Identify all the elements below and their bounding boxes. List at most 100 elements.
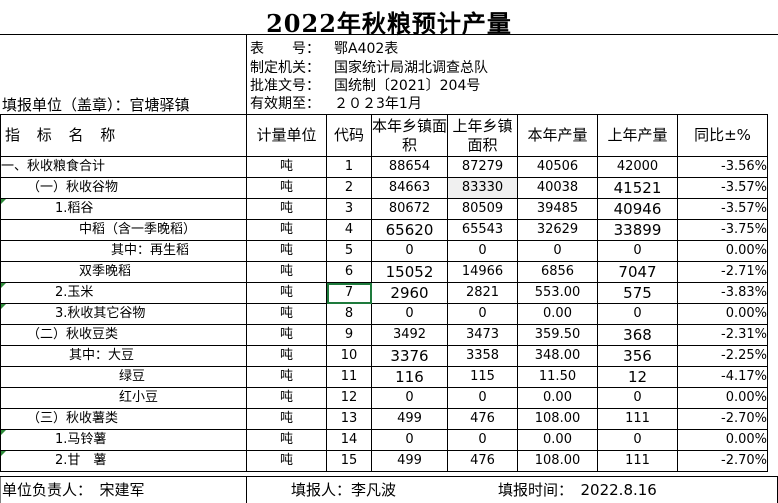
row-prod-this[interactable]: 0.00 [517, 387, 598, 409]
row-prod-last[interactable]: 111 [597, 450, 678, 472]
row-code[interactable]: 13 [326, 408, 372, 430]
row-prod-this[interactable]: 40506 [517, 156, 598, 178]
row-yoy[interactable]: 0.00% [677, 429, 768, 451]
row-area-this[interactable]: 0 [371, 303, 448, 325]
row-area-this[interactable]: 80672 [371, 198, 448, 220]
header-yoy[interactable]: 同比±% [677, 114, 768, 157]
row-unit[interactable]: 吨 [246, 177, 327, 199]
row-yoy[interactable]: -2.25% [677, 345, 768, 367]
header-code[interactable]: 代码 [326, 114, 372, 157]
row-prod-last[interactable]: 0 [597, 240, 678, 262]
row-prod-this[interactable]: 108.00 [517, 408, 598, 430]
row-prod-this[interactable]: 553.00 [517, 282, 598, 304]
row-area-this[interactable]: 84663 [371, 177, 448, 199]
row-code[interactable]: 1 [326, 156, 372, 178]
row-prod-this[interactable]: 39485 [517, 198, 598, 220]
row-area-last[interactable]: 65543 [447, 219, 518, 241]
row-unit[interactable]: 吨 [246, 156, 327, 178]
row-prod-last[interactable]: 42000 [597, 156, 678, 178]
row-area-this[interactable]: 499 [371, 450, 448, 472]
row-yoy[interactable]: -3.75% [677, 219, 768, 241]
row-prod-last[interactable]: 575 [597, 282, 678, 304]
row-area-this[interactable]: 3376 [371, 345, 448, 367]
row-code[interactable]: 3 [326, 198, 372, 220]
row-unit[interactable]: 吨 [246, 429, 327, 451]
row-unit[interactable]: 吨 [246, 408, 327, 430]
row-prod-last[interactable]: 0 [597, 387, 678, 409]
row-code[interactable]: 6 [326, 261, 372, 283]
row-prod-this[interactable]: 0.00 [517, 429, 598, 451]
row-code-selected[interactable]: 7 [326, 282, 372, 304]
row-area-last[interactable]: 14966 [447, 261, 518, 283]
row-code[interactable]: 4 [326, 219, 372, 241]
row-area-this[interactable]: 88654 [371, 156, 448, 178]
row-code[interactable]: 9 [326, 324, 372, 346]
row-yoy[interactable]: -3.57% [677, 177, 768, 199]
row-indicator[interactable]: （二）秋收豆类 [0, 324, 247, 346]
row-area-last[interactable]: 0 [447, 303, 518, 325]
row-area-last[interactable]: 115 [447, 366, 518, 388]
header-unit[interactable]: 计量单位 [246, 114, 327, 157]
row-unit[interactable]: 吨 [246, 240, 327, 262]
row-yoy[interactable]: -3.56% [677, 156, 768, 178]
row-indicator[interactable]: 一、秋收粮食合计 [0, 156, 247, 178]
row-yoy[interactable]: -2.71% [677, 261, 768, 283]
row-prod-last[interactable]: 356 [597, 345, 678, 367]
row-indicator[interactable]: 其中：再生稻 [0, 240, 247, 262]
row-area-last[interactable]: 3358 [447, 345, 518, 367]
row-yoy[interactable]: -4.17% [677, 366, 768, 388]
header-area-last[interactable]: 上年乡镇面积 [447, 114, 518, 157]
row-area-last[interactable]: 3473 [447, 324, 518, 346]
row-prod-last[interactable]: 7047 [597, 261, 678, 283]
row-prod-last[interactable]: 33899 [597, 219, 678, 241]
row-code[interactable]: 10 [326, 345, 372, 367]
row-indicator[interactable]: 2.玉米 [0, 282, 247, 304]
row-code[interactable]: 5 [326, 240, 372, 262]
row-area-last[interactable]: 476 [447, 408, 518, 430]
header-area-this[interactable]: 本年乡镇面积 [371, 114, 448, 157]
row-area-this[interactable]: 0 [371, 387, 448, 409]
row-yoy[interactable]: -3.83% [677, 282, 768, 304]
row-code[interactable]: 12 [326, 387, 372, 409]
row-unit[interactable]: 吨 [246, 324, 327, 346]
row-area-this[interactable]: 15052 [371, 261, 448, 283]
row-area-last[interactable]: 80509 [447, 198, 518, 220]
header-production-last[interactable]: 上年产量 [597, 114, 678, 157]
row-unit[interactable]: 吨 [246, 450, 327, 472]
row-unit[interactable]: 吨 [246, 345, 327, 367]
row-yoy[interactable]: -2.70% [677, 450, 768, 472]
row-yoy[interactable]: 0.00% [677, 303, 768, 325]
row-area-this[interactable]: 3492 [371, 324, 448, 346]
row-unit[interactable]: 吨 [246, 366, 327, 388]
row-prod-this[interactable]: 108.00 [517, 450, 598, 472]
row-prod-this[interactable]: 0.00 [517, 303, 598, 325]
row-area-last[interactable]: 83330 [447, 177, 518, 199]
row-code[interactable]: 8 [326, 303, 372, 325]
row-prod-last[interactable]: 41521 [597, 177, 678, 199]
row-prod-last[interactable]: 12 [597, 366, 678, 388]
row-yoy[interactable]: -3.57% [677, 198, 768, 220]
row-yoy[interactable]: 0.00% [677, 240, 768, 262]
row-area-last[interactable]: 0 [447, 387, 518, 409]
row-area-this[interactable]: 0 [371, 429, 448, 451]
header-production-this[interactable]: 本年产量 [517, 114, 598, 157]
row-prod-this[interactable]: 6856 [517, 261, 598, 283]
row-indicator[interactable]: 1.马铃薯 [0, 429, 247, 451]
row-area-this[interactable]: 65620 [371, 219, 448, 241]
row-code[interactable]: 11 [326, 366, 372, 388]
row-unit[interactable]: 吨 [246, 219, 327, 241]
row-unit[interactable]: 吨 [246, 198, 327, 220]
row-yoy[interactable]: -2.70% [677, 408, 768, 430]
row-unit[interactable]: 吨 [246, 387, 327, 409]
row-area-last[interactable]: 476 [447, 450, 518, 472]
row-prod-last[interactable]: 0 [597, 303, 678, 325]
row-yoy[interactable]: 0.00% [677, 387, 768, 409]
row-prod-this[interactable]: 32629 [517, 219, 598, 241]
row-prod-this[interactable]: 40038 [517, 177, 598, 199]
row-prod-last[interactable]: 40946 [597, 198, 678, 220]
row-area-this[interactable]: 0 [371, 240, 448, 262]
row-area-last[interactable]: 2821 [447, 282, 518, 304]
row-area-last[interactable]: 0 [447, 240, 518, 262]
row-indicator[interactable]: 绿豆 [0, 366, 247, 388]
row-area-this[interactable]: 499 [371, 408, 448, 430]
